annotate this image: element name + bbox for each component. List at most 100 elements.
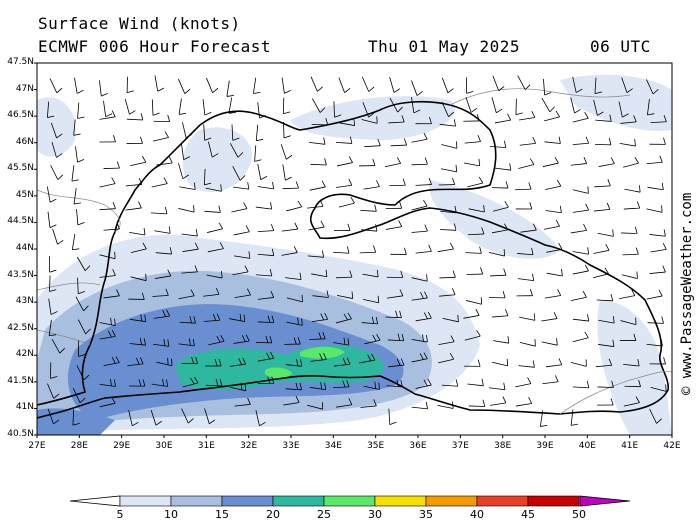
wind-barb [387,333,405,342]
wind-barb [255,124,264,142]
wind-barb [570,290,587,302]
wind-barb [463,114,480,122]
wind-barbs [46,75,667,427]
wind-barb [257,290,275,300]
wind-barb [541,338,558,346]
wind-barb [153,338,170,347]
wind-barb [363,180,380,190]
wind-barb [597,229,614,237]
colorbar [69,495,631,507]
wind-barb [78,340,86,357]
wind-barb [515,182,532,191]
lon-label: 42E [663,441,681,451]
wind-barb [491,223,509,234]
wind-barb [598,339,615,347]
wind-barb [255,269,273,277]
wind-barb [103,161,120,169]
wind-barb [208,141,219,158]
wind-barb [129,227,146,236]
wind-barb [411,401,428,410]
wind-barb [570,97,581,114]
colorbar-label: 15 [215,508,229,521]
wind-barb [650,115,667,123]
lat-label: 40.5N [7,429,34,439]
wind-barb [594,179,611,188]
wind-barb [542,156,559,168]
wind-barb [312,290,329,298]
wind-barb [229,313,246,322]
wind-barb [572,76,583,93]
wind-barb [543,219,560,230]
wind-barb [49,275,57,292]
wind-barb [649,265,666,274]
colorbar-segment [119,495,172,507]
wind-barb [491,358,509,367]
wind-barb [154,226,171,234]
wind-barb [593,99,604,116]
wind-barb [411,199,428,211]
wind-barb [309,382,327,391]
wind-shading [37,74,672,435]
wind-barb [51,141,63,158]
wind-barb [362,269,379,278]
wind-barb [257,315,275,323]
wind-barb [622,157,639,168]
map-title: Surface Wind (knots) [38,14,241,33]
wind-barb [438,177,456,186]
wind-barb [207,242,224,253]
wind-barb [203,124,212,141]
wind-barb [99,268,116,278]
wind-barb [489,291,506,299]
wind-barb [179,316,196,324]
lon-label: 34E [324,441,342,451]
lat-label: 42N [15,349,34,360]
wind-barb [128,379,146,387]
lon-label: 29E [113,441,131,451]
colorbar-segment [170,495,223,507]
wind-barb [360,399,377,408]
forecast-time: 06 UTC [590,37,651,56]
wind-barb [309,137,326,145]
wind-barb [411,97,421,114]
wind-barb [515,202,533,210]
wind-barb [257,248,275,257]
lon-label: 33E [282,441,300,451]
wind-barb [518,111,536,121]
wind-barb [208,335,225,346]
wind-barb [623,396,640,407]
wind-barb [439,288,456,297]
wind-barb [362,295,380,304]
wind-barb [310,158,327,166]
wind-barb [99,201,116,211]
wind-barb [130,155,147,167]
wind-barb [50,362,58,379]
wind-barb [205,184,222,192]
wind-barb [254,145,262,162]
wind-barb [543,79,552,96]
wind-barb [595,114,612,122]
lon-label: 35E [367,441,385,451]
wind-barb [384,157,402,168]
wind-barb [364,139,381,148]
wind-barb [415,311,432,322]
wind-barb [125,177,143,187]
wind-barb [73,119,81,136]
wind-barb [465,246,482,254]
wind-barb [388,408,397,425]
wind-barb [255,410,266,427]
wind-barb [257,181,275,190]
wind-barb [492,75,505,92]
wind-barb [155,247,173,255]
wind-barb [546,242,563,253]
wind-barb [335,178,353,188]
colorbar-segment [374,495,427,507]
wind-barb [440,223,457,231]
wind-barb [544,289,562,299]
wind-barb [334,223,351,232]
wind-barb [385,201,403,209]
wind-barb [546,268,563,277]
wind-barb [387,289,404,299]
wind-barb [233,334,250,344]
wind-barb [178,338,195,347]
wind-barb [619,289,636,300]
